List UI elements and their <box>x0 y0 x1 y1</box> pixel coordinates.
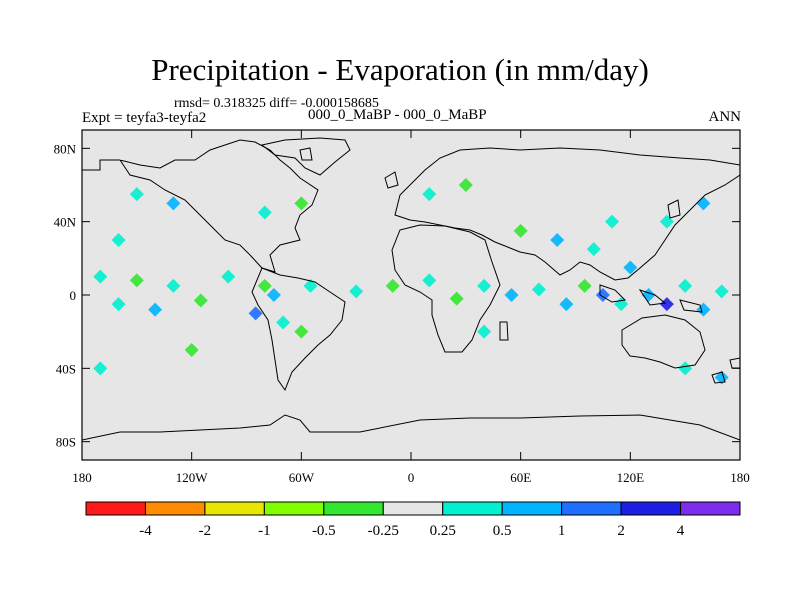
anomaly-cell <box>449 291 464 306</box>
anomaly-cell <box>129 273 144 288</box>
anomaly-cell <box>166 196 181 211</box>
coastline-eurasia <box>394 147 740 281</box>
lat-tick-label: 80S <box>56 435 76 450</box>
coastline-greenland <box>260 137 351 176</box>
map-background <box>82 130 740 460</box>
anomaly-cell <box>477 278 492 293</box>
anomaly-cell <box>477 324 492 339</box>
anomaly-cell <box>294 196 309 211</box>
anomaly-cell <box>111 233 126 247</box>
anomaly-cell <box>678 361 693 376</box>
plot-title: Precipitation - Evaporation (in mm/day) <box>151 52 649 87</box>
anomaly-cell <box>422 273 437 288</box>
anomaly-cell <box>458 178 473 192</box>
coastline-antarctica <box>82 414 740 441</box>
anomaly-cell <box>111 297 126 312</box>
anomaly-cell <box>93 361 108 376</box>
coastline-new-zealand <box>711 357 740 384</box>
anomaly-cell <box>678 278 693 293</box>
anomaly-cell <box>586 242 601 257</box>
lon-tick-label: 120E <box>617 470 645 485</box>
colorbar-swatch <box>561 501 622 516</box>
colorbar-label: 4 <box>677 523 685 539</box>
anomaly-cell <box>93 269 108 284</box>
anomaly-cell <box>714 284 729 299</box>
lon-tick-label: 60W <box>289 470 315 485</box>
coastline-africa <box>391 224 501 353</box>
colorbar-swatch <box>620 501 682 516</box>
colorbar-swatch <box>382 501 444 516</box>
anomaly-cell <box>248 306 263 321</box>
coastline-south-america <box>251 267 346 392</box>
anomaly-cell <box>276 315 291 330</box>
colorbar-label: -2 <box>199 523 212 539</box>
colorbar-swatch <box>144 501 206 516</box>
anomaly-cell <box>577 278 592 293</box>
anomaly-cell <box>422 187 437 202</box>
lon-tick-label: 0 <box>408 470 415 485</box>
colorbar-swatch <box>680 501 741 516</box>
anomaly-cell <box>714 370 729 385</box>
coastline-australia <box>621 314 706 369</box>
lon-tick-label: 180 <box>72 470 92 485</box>
season-label: ANN <box>708 109 742 125</box>
anomaly-cell <box>266 288 281 302</box>
lat-tick-label: 40N <box>54 215 77 230</box>
anomaly-cell <box>221 269 236 284</box>
anomaly-cell <box>623 260 638 275</box>
colorbar: -4 -2 -1 -0.5 -0.25 0.25 0.5 1 2 4 <box>85 501 741 539</box>
anomaly-cell <box>349 284 364 299</box>
anomaly-cell <box>294 324 309 339</box>
axis-ticks: 80N 40N 0 40S 80S 180 120W 60W 0 60E 120E 180 <box>54 130 750 485</box>
coastline-layer <box>82 137 740 441</box>
lon-tick-label: 120W <box>176 470 209 485</box>
colorbar-label: 1 <box>558 523 566 539</box>
colorbar-swatch <box>501 501 563 516</box>
coastline-islands <box>299 147 681 219</box>
anomaly-cell <box>184 343 199 357</box>
anomaly-cell <box>531 282 546 297</box>
coastline-north-america <box>82 139 319 273</box>
colorbar-label: 0.5 <box>493 523 512 539</box>
anomaly-cell <box>550 233 565 247</box>
experiment-label: Expt = teyfa3-teyfa2 <box>82 110 207 126</box>
lat-tick-label: 80N <box>54 141 77 156</box>
anomaly-cell <box>148 302 163 317</box>
coastline-maritime-continent <box>599 284 703 313</box>
colorbar-swatch <box>323 501 384 516</box>
anomaly-cell <box>166 278 181 293</box>
experiment-name: 000_0_MaBP - 000_0_MaBP <box>308 107 487 123</box>
anomaly-cell <box>303 278 318 293</box>
anomaly-cell <box>257 205 272 220</box>
colorbar-label: -0.25 <box>368 523 399 539</box>
colorbar-label: 0.25 <box>430 523 456 539</box>
stats-line: rmsd= 0.318325 diff= -0.000158685 <box>174 96 379 111</box>
lon-tick-label: 60E <box>510 470 531 485</box>
lon-tick-label: 180 <box>730 470 750 485</box>
anomaly-cell <box>257 278 272 293</box>
anomaly-cell <box>659 297 674 312</box>
anomaly-cell <box>193 293 208 308</box>
colorbar-label: -4 <box>139 523 152 539</box>
colorbar-label: 2 <box>617 523 625 539</box>
lat-tick-label: 0 <box>70 288 77 303</box>
colorbar-swatch <box>263 501 325 516</box>
lat-tick-label: 40S <box>56 361 76 376</box>
colorbar-label: -1 <box>258 523 271 539</box>
anomaly-cell <box>385 278 400 293</box>
anomaly-cell <box>504 288 519 302</box>
anomaly-cell <box>605 214 620 229</box>
colorbar-label: -0.5 <box>312 523 336 539</box>
coastline-madagascar <box>499 321 509 341</box>
colorbar-swatch <box>85 501 146 516</box>
map-area <box>81 129 741 461</box>
colorbar-swatch <box>442 501 503 516</box>
anomaly-layer <box>93 178 729 385</box>
anomaly-cell <box>513 223 528 238</box>
anomaly-cell <box>129 187 144 202</box>
anomaly-cell <box>559 297 574 312</box>
colorbar-swatch <box>204 501 265 516</box>
